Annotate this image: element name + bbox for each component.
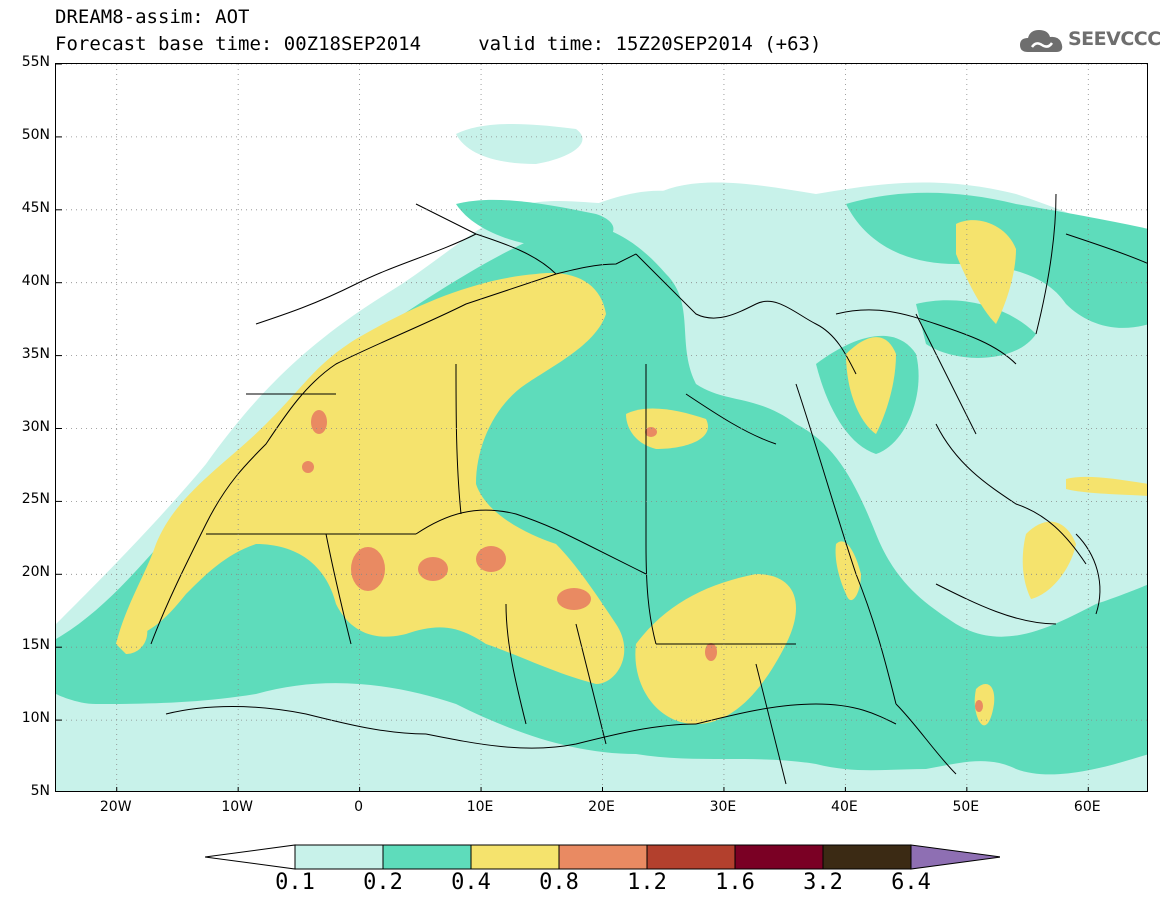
lat-label-45N: 45N <box>21 199 50 216</box>
country-borders <box>150 193 1147 785</box>
colorbar-box-1 <box>382 844 472 870</box>
aot-0.8-1.2-region <box>302 410 983 712</box>
colorbar-label-5: 1.6 <box>715 870 755 895</box>
colorbar-label-3: 0.8 <box>539 870 579 895</box>
colorbar-label-1: 0.2 <box>363 870 403 895</box>
lon-label-40E: 40E <box>831 799 858 815</box>
lon-label-20E: 20E <box>588 799 615 815</box>
colorbar-box-3 <box>558 844 648 870</box>
map-title: DREAM8-assim: AOT <box>55 6 250 28</box>
colorbar-box-6 <box>822 844 912 870</box>
aot-0.2-0.4-region <box>56 192 1147 775</box>
seevccc-logo: SEEVCCC <box>1018 26 1161 56</box>
logo-text: SEEVCCC <box>1068 28 1161 50</box>
lat-label-15N: 15N <box>21 637 50 654</box>
lon-label-50E: 50E <box>952 799 980 815</box>
colorbar-label-2: 0.4 <box>451 870 491 895</box>
lat-label-35N: 35N <box>21 345 50 362</box>
aot-map <box>56 64 1147 791</box>
lat-label-20N: 20N <box>21 564 50 581</box>
colorbar-box-4 <box>646 844 736 870</box>
colorbar-label-6: 3.2 <box>803 870 843 895</box>
map-panel <box>55 63 1148 792</box>
lon-label-20W: 20W <box>99 799 132 815</box>
lon-label-60E: 60E <box>1073 799 1101 815</box>
colorbar-label-4: 1.2 <box>627 870 667 895</box>
colorbar-label-0: 0.1 <box>275 870 315 895</box>
lat-label-40N: 40N <box>21 272 50 289</box>
colorbar-box-2 <box>470 844 560 870</box>
colorbar-scale <box>204 844 1002 870</box>
forecast-times: Forecast base time: 00Z18SEP2014 valid t… <box>55 33 822 55</box>
lon-label-0: 0 <box>354 799 364 815</box>
colorbar-under-triangle <box>204 844 296 870</box>
lat-label-10N: 10N <box>21 710 50 727</box>
colorbar-box-5 <box>734 844 824 870</box>
lat-label-55N: 55N <box>21 54 50 70</box>
lon-label-10E: 10E <box>466 799 494 815</box>
lat-label-25N: 25N <box>21 491 50 508</box>
lat-label-5N: 5N <box>30 783 50 799</box>
colorbar-label-7: 6.4 <box>891 870 931 895</box>
colorbar <box>204 842 1002 872</box>
lat-label-30N: 30N <box>21 418 50 435</box>
cloud-icon <box>1020 30 1063 52</box>
colorbar-box-0 <box>294 844 384 870</box>
lon-label-10W: 10W <box>221 799 253 815</box>
map-graticule <box>56 64 1147 791</box>
lon-label-30E: 30E <box>709 799 737 815</box>
colorbar-over-triangle <box>910 844 1002 870</box>
lat-label-50N: 50N <box>21 126 50 143</box>
